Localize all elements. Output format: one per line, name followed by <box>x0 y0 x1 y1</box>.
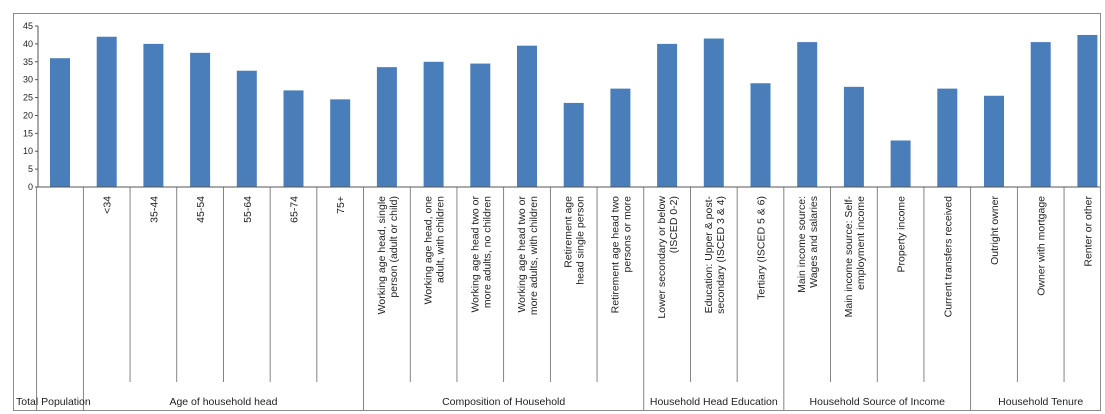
bar <box>143 43 164 188</box>
y-tick-label: 20 <box>23 110 33 120</box>
category-label: Outright owner <box>989 196 1001 265</box>
category-label: Property income <box>896 196 908 273</box>
y-tick-label: 40 <box>23 39 33 49</box>
category-label-line: person (adult or child) <box>388 196 400 298</box>
category-label: Renter or other <box>1082 196 1094 267</box>
bar <box>657 43 678 188</box>
category-label-line: Lower secondary or below <box>656 196 668 319</box>
chart-frame <box>13 13 1101 411</box>
category-label: 45-54 <box>195 196 207 223</box>
category-label-line: Main income source: <box>796 196 808 293</box>
category-label: Working age head, singleperson (adult or… <box>376 196 400 314</box>
category-label-line: Working age head, single <box>376 196 388 314</box>
category-label-line: 65-74 <box>289 196 301 223</box>
category-label-line: employment income <box>855 196 867 290</box>
category-label: Education: Upper & post-secondary (ISCED… <box>703 196 727 314</box>
category-label-line: Outright owner <box>989 196 1001 265</box>
category-label-line: Retirement age head two <box>609 196 621 313</box>
category-label-line: more adults, no children <box>481 196 493 308</box>
category-label-line: persons or more <box>621 196 633 273</box>
category-label: Working age head two ormore adults, with… <box>516 196 540 316</box>
category-label: Retirement agehead single person <box>563 196 587 285</box>
y-tick-label: 30 <box>23 75 33 85</box>
bar <box>470 63 491 187</box>
category-label: Owner with mortgage <box>1036 196 1048 296</box>
bar <box>1030 42 1051 187</box>
y-tick-label: 25 <box>23 93 33 103</box>
group-label: Age of household head <box>169 396 277 408</box>
category-label: Current transfers received <box>942 196 954 318</box>
bar <box>517 45 537 187</box>
category-label-line: Renter or other <box>1082 196 1094 267</box>
category-label-line: head single person <box>575 196 587 285</box>
bar <box>937 88 958 187</box>
category-label: Working age head two ormore adults, no c… <box>469 196 493 313</box>
y-tick-label: 10 <box>23 146 33 156</box>
bar <box>610 88 631 187</box>
category-label-line: Current transfers received <box>942 196 954 318</box>
bar <box>563 102 584 187</box>
category-label: Working age head, oneadult, with childre… <box>423 196 447 305</box>
bar <box>703 38 724 188</box>
category-label-line: Retirement age <box>563 196 575 268</box>
category-label-line: 45-54 <box>195 196 207 223</box>
category-label: Main income source: Self-employment inco… <box>843 196 867 318</box>
category-label-line: Working age head two or <box>469 196 481 313</box>
category-label-line: 55-64 <box>242 196 254 223</box>
category-label: Retirement age head twopersons or more <box>609 196 633 313</box>
category-label-line: Working age head two or <box>516 196 528 313</box>
y-tick-label: 45 <box>23 21 33 31</box>
category-label-line: adult, with children <box>435 196 447 283</box>
category-label: 55-64 <box>242 196 254 223</box>
bar <box>423 61 444 187</box>
category-label: Tertiary (ISCED 5 & 6) <box>756 196 768 300</box>
bar <box>797 42 818 187</box>
category-label-line: <34 <box>102 196 114 214</box>
category-label-line: Property income <box>896 196 908 273</box>
category-label: <34 <box>102 196 114 214</box>
y-tick-label: 0 <box>28 182 33 192</box>
category-label: Main income source:Wages and salaries <box>796 196 820 293</box>
category-label-line: secondary (ISCED 3 & 4) <box>715 196 727 314</box>
category-label-line: more adults, with children <box>528 196 540 315</box>
category-label-line: (ISCED 0-2) <box>668 196 680 253</box>
category-label-line: 35-44 <box>148 196 160 223</box>
category-label: Lower secondary or below(ISCED 0-2) <box>656 196 680 319</box>
bar <box>330 99 351 187</box>
bar <box>984 95 1004 187</box>
bar <box>750 83 771 187</box>
bar <box>50 58 70 188</box>
category-label-line: Owner with mortgage <box>1036 196 1048 296</box>
category-label-line: Tertiary (ISCED 5 & 6) <box>756 196 768 300</box>
category-label-line: 75+ <box>335 196 347 214</box>
bar <box>890 140 911 187</box>
group-label: Household Source of Income <box>810 396 946 408</box>
bar <box>283 90 304 187</box>
category-label-line: Education: Upper & post- <box>703 196 715 314</box>
group-label: Household Tenure <box>998 396 1083 408</box>
category-label-line: Working age head, one <box>423 196 435 305</box>
bar <box>1077 34 1098 187</box>
bar <box>190 52 211 188</box>
category-label-line: Main income source: Self- <box>843 196 855 318</box>
bar <box>236 70 257 187</box>
y-tick-label: 15 <box>23 128 33 138</box>
group-label: Composition of Household <box>442 396 565 408</box>
y-tick-label: 5 <box>28 164 33 174</box>
category-label: 75+ <box>335 196 347 214</box>
bar <box>96 36 117 187</box>
category-label-line: Wages and salaries <box>808 196 820 288</box>
y-tick-label: 35 <box>23 57 33 67</box>
group-label: Total Population <box>16 396 91 408</box>
bar <box>376 67 397 187</box>
category-label: 35-44 <box>148 196 160 223</box>
group-label: Household Head Education <box>650 396 778 408</box>
bar <box>843 86 864 187</box>
category-label: 65-74 <box>289 196 301 223</box>
